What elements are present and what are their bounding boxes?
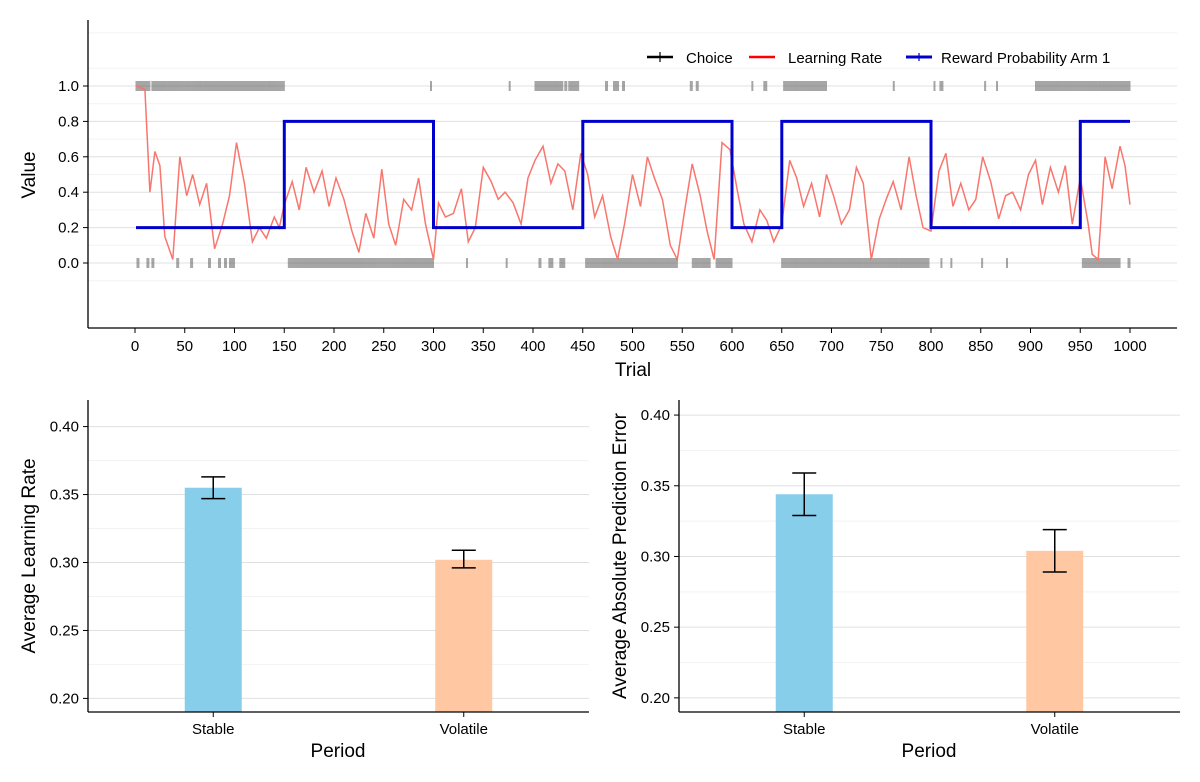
learning-rate-timeseries-panel: 0.0 0.2 0.4 0.6 0.8 1.0 0 50 100 150 200 250 300 350 4…: [19, 20, 1177, 381]
top-x-tick-label: 550: [670, 338, 695, 355]
br-bar-stable: [775, 494, 833, 712]
top-x-tick-label: 650: [769, 338, 794, 355]
bl-y-tick-label: 0.30: [50, 555, 79, 572]
top-x-tick-label: 200: [321, 338, 346, 355]
legend-choice-label: Choice: [686, 50, 733, 67]
top-x-tick-label: 1000: [1113, 338, 1146, 355]
br-axes: 0.20 0.25 0.30 0.35 0.40 Stable Volatile: [641, 400, 1180, 738]
bl-bar-stable: [184, 487, 242, 712]
legend-item-choice: Choice: [647, 50, 733, 67]
legend-learning-rate-label: Learning Rate: [788, 50, 882, 67]
bl-y-tick-label: 0.25: [50, 622, 79, 639]
top-x-tick-label: 700: [819, 338, 844, 355]
top-x-tick-label: 100: [222, 338, 247, 355]
bl-y-tick-label: 0.35: [50, 487, 79, 504]
br-y-tick-label: 0.30: [641, 548, 670, 565]
top-x-tick-label: 400: [520, 338, 545, 355]
br-x-axis-title: Period: [902, 741, 957, 762]
top-y-tick-label: 0.8: [58, 113, 79, 130]
average-prediction-error-panel: 0.20 0.25 0.30 0.35 0.40 Stable Volatile Perio…: [610, 400, 1180, 762]
top-y-tick-label: 0.2: [58, 220, 79, 237]
top-x-tick-label: 0: [131, 338, 139, 355]
top-x-tick-label: 250: [371, 338, 396, 355]
bl-axes: 0.20 0.25 0.30 0.35 0.40 Stable Volatile: [50, 400, 589, 738]
top-x-tick-label: 600: [719, 338, 744, 355]
br-x-tick-label: Volatile: [1031, 721, 1079, 738]
top-y-axis-title: Value: [19, 151, 40, 198]
bl-y-axis-title: Average Learning Rate: [19, 458, 40, 653]
choice-ticks: [135, 81, 1131, 268]
legend-reward-label: Reward Probability Arm 1: [941, 50, 1110, 67]
top-y-tick-label: 0.0: [58, 255, 79, 272]
top-x-tick-label: 50: [176, 338, 193, 355]
bl-bars: [184, 476, 493, 712]
top-x-tick-label: 500: [620, 338, 645, 355]
top-grid: [88, 32, 1177, 282]
top-series-lines: [135, 85, 1131, 262]
br-y-tick-label: 0.40: [641, 407, 670, 424]
br-bar-volatile: [1026, 550, 1084, 712]
br-grid: [679, 414, 1180, 699]
top-y-tick-label: 0.4: [58, 184, 79, 201]
bl-x-tick-label: Volatile: [440, 721, 488, 738]
br-y-tick-label: 0.25: [641, 619, 670, 636]
legend-item-reward-probability: Reward Probability Arm 1: [906, 50, 1110, 67]
learning-rate-line: [135, 85, 1131, 262]
top-legend: Choice Learning Rate Reward Probability …: [647, 50, 1110, 67]
top-x-tick-label: 350: [471, 338, 496, 355]
br-y-tick-label: 0.35: [641, 478, 670, 495]
br-bars: [775, 472, 1084, 712]
bl-y-tick-label: 0.40: [50, 419, 79, 436]
top-x-axis-title: Trial: [615, 360, 651, 381]
legend-item-learning-rate: Learning Rate: [749, 50, 882, 67]
br-y-tick-label: 0.20: [641, 690, 670, 707]
bl-bar-volatile: [435, 559, 493, 712]
average-learning-rate-panel: 0.20 0.25 0.30 0.35 0.40 Stable Volatile Perio…: [19, 400, 589, 762]
top-y-tick-label: 1.0: [58, 78, 79, 95]
top-x-tick-label: 150: [272, 338, 297, 355]
top-x-tick-label: 900: [1018, 338, 1043, 355]
top-x-tick-label: 850: [968, 338, 993, 355]
top-x-tick-label: 950: [1068, 338, 1093, 355]
bl-x-axis-title: Period: [311, 741, 366, 762]
reward-probability-line: [136, 119, 1130, 230]
top-x-tick-label: 300: [421, 338, 446, 355]
top-y-tick-label: 0.6: [58, 149, 79, 166]
bl-x-tick-label: Stable: [192, 721, 235, 738]
bl-grid: [88, 426, 589, 699]
br-y-axis-title: Average Absolute Prediction Error: [610, 412, 631, 699]
top-x-tick-label: 800: [918, 338, 943, 355]
top-x-tick-label: 750: [869, 338, 894, 355]
top-x-tick-label: 450: [570, 338, 595, 355]
bl-y-tick-label: 0.20: [50, 690, 79, 707]
top-axes: 0.0 0.2 0.4 0.6 0.8 1.0 0 50 100 150 200 250 300 350 4…: [58, 20, 1177, 355]
br-x-tick-label: Stable: [783, 721, 826, 738]
